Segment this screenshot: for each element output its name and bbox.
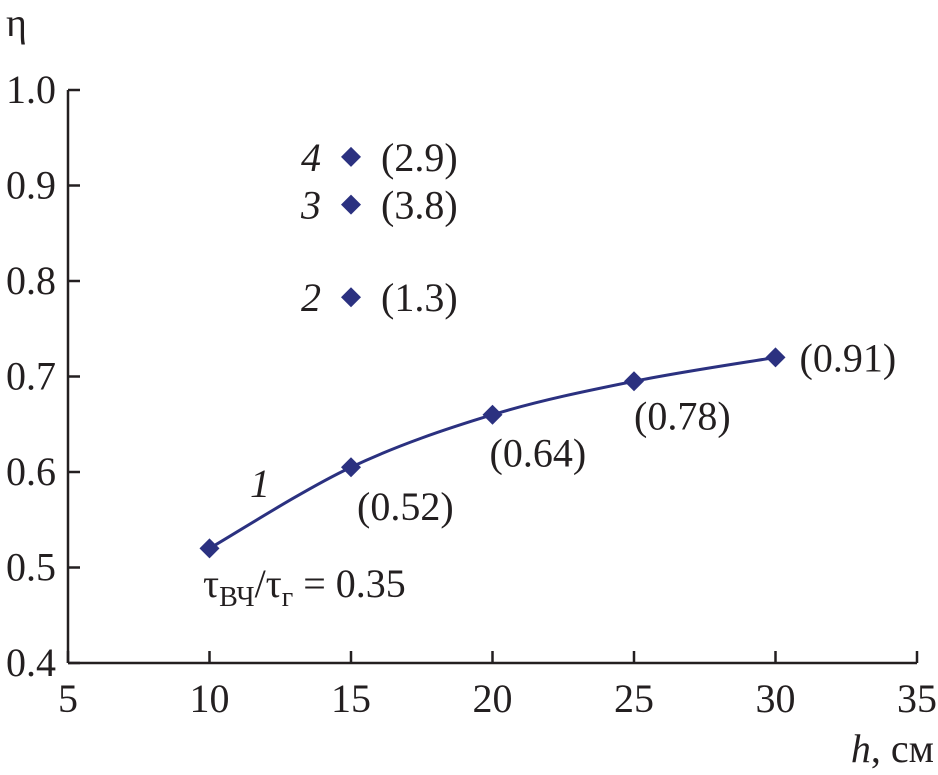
ratio-slash: /τ — [255, 561, 282, 606]
point-label: (3.8) — [381, 183, 458, 228]
y-tick-label: 1.0 — [6, 67, 56, 112]
y-tick-label: 0.7 — [6, 354, 56, 399]
ticks: 0.4 0.5 0.6 0.7 0.8 0.9 1.0 5 10 15 20 25 30 35 — [6, 67, 937, 721]
axes — [66, 90, 917, 665]
y-tick-label: 0.4 — [6, 640, 56, 685]
y-tick-label: 0.5 — [6, 545, 56, 590]
series-4-name: 4 — [301, 135, 321, 180]
series-1-point — [199, 538, 220, 559]
x-axis-title: h, см — [851, 726, 934, 771]
data-marks — [199, 146, 786, 559]
x-tick-label: 15 — [331, 676, 371, 721]
y-tick-label: 0.9 — [6, 163, 56, 208]
point-label: (0.52) — [357, 484, 454, 529]
x-tick-label: 30 — [756, 676, 796, 721]
x-tick-label: 20 — [473, 676, 513, 721]
x-tick-label: 35 — [897, 676, 937, 721]
series-2-point — [341, 287, 361, 308]
point-label: (0.64) — [490, 431, 587, 476]
ratio-sub-2: г — [282, 582, 293, 613]
series-2-name: 2 — [301, 275, 321, 320]
point-label: (2.9) — [381, 135, 458, 180]
point-label: (1.3) — [381, 275, 458, 320]
series-3-point — [341, 194, 361, 215]
series-1-point — [765, 347, 786, 368]
x-axis-variable: h — [851, 726, 871, 771]
point-labels: (0.52) (0.64) (0.78) (0.91) 1 (1.3) 2 (3.8) 3 (2.… — [250, 135, 896, 529]
x-tick-label: 25 — [614, 676, 654, 721]
y-tick-label: 0.6 — [6, 449, 56, 494]
ratio-sub-1: ВЧ — [219, 582, 254, 613]
series-1-point — [482, 404, 503, 425]
series-4-point — [341, 146, 361, 167]
y-axis-title: η — [6, 0, 27, 45]
x-tick-label: 10 — [190, 676, 230, 721]
point-label: (0.78) — [634, 393, 731, 438]
point-label: (0.91) — [800, 335, 897, 380]
ratio-tau-1: τ — [203, 561, 219, 606]
ratio-equals: = 0.35 — [293, 561, 406, 606]
x-tick-label: 5 — [58, 676, 78, 721]
series-1-point — [624, 371, 644, 392]
series-1-point — [341, 457, 361, 478]
x-axis-unit: , см — [871, 726, 934, 771]
series-1-name: 1 — [250, 461, 270, 506]
ratio-annotation: τВЧ/τг = 0.35 — [203, 561, 406, 613]
y-tick-label: 0.8 — [6, 258, 56, 303]
series-3-name: 3 — [300, 183, 321, 228]
